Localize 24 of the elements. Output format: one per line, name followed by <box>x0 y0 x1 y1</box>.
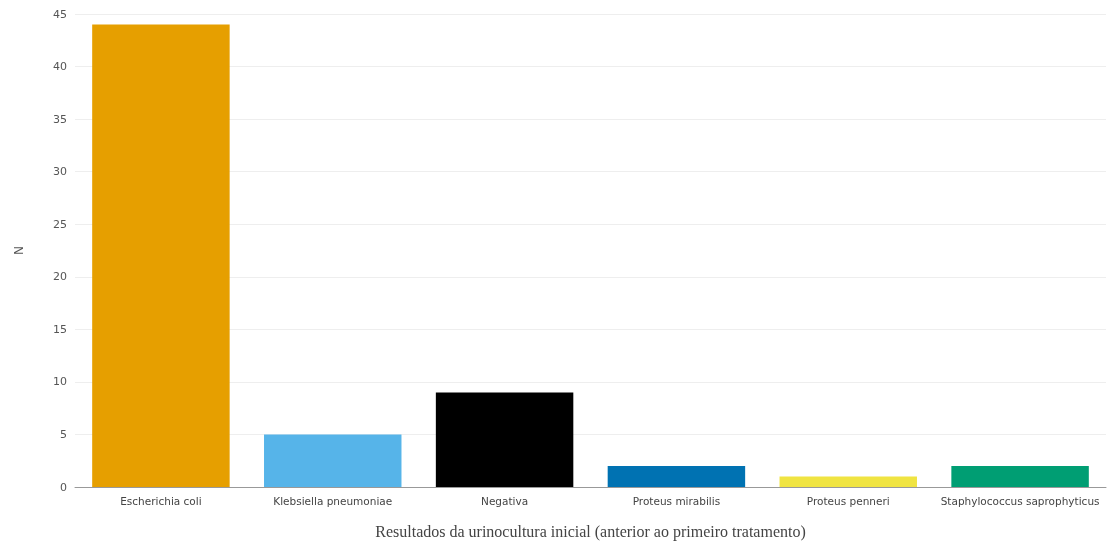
y-tick-label: 25 <box>53 217 67 231</box>
y-tick-label: 5 <box>60 427 67 441</box>
bar <box>264 434 402 487</box>
y-tick-label: 20 <box>53 270 67 284</box>
x-axis-title: Resultados da urinocultura inicial (anterior ao primeiro tratamento) <box>375 522 806 541</box>
x-tick-label: Negativa <box>481 494 529 507</box>
x-tick-label: Proteus penneri <box>806 494 890 507</box>
x-tick-label: Escherichia coli <box>120 494 202 507</box>
y-tick-label: 35 <box>53 112 67 126</box>
bar <box>779 476 917 487</box>
x-tick-label: Staphylococcus saprophyticus <box>940 494 1100 507</box>
x-tick-label: Klebsiella pneumoniae <box>273 494 393 507</box>
y-tick-label: 30 <box>53 165 67 179</box>
bar <box>607 465 746 487</box>
y-tick-label: 45 <box>53 7 67 21</box>
y-tick-label: 10 <box>53 375 67 389</box>
y-tick-label: 40 <box>53 60 67 74</box>
y-tick-label: 15 <box>53 322 67 336</box>
bar <box>951 465 1089 487</box>
bar <box>92 24 230 487</box>
bar <box>435 392 574 487</box>
y-axis-title: N <box>12 246 26 255</box>
x-tick-label: Proteus mirabilis <box>632 494 721 507</box>
y-tick-label: 0 <box>60 480 67 494</box>
